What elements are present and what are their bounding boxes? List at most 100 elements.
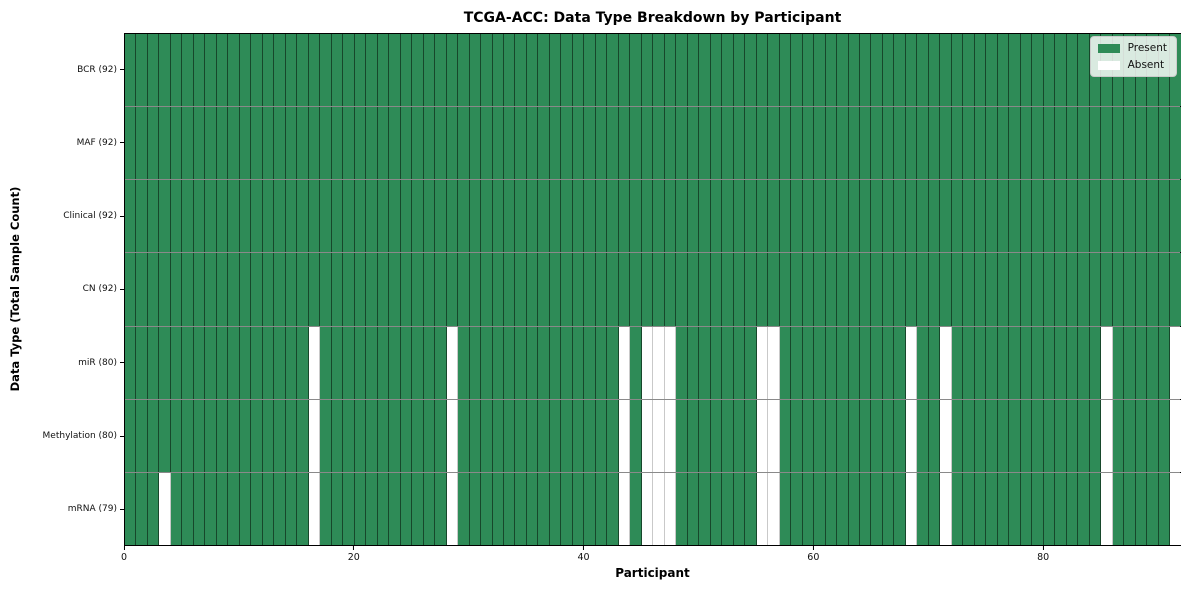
heatmap-cell <box>538 326 550 399</box>
heatmap-cell <box>170 34 183 107</box>
heatmap-cell <box>228 399 240 472</box>
heatmap-cell <box>1043 326 1056 399</box>
heatmap-cell <box>572 180 585 253</box>
heatmap-cell <box>170 180 183 253</box>
heatmap-cell <box>469 472 482 545</box>
heatmap-cell <box>239 34 252 107</box>
heatmap-cell <box>630 107 642 180</box>
heatmap-cell <box>274 107 286 180</box>
heatmap-cell <box>630 180 642 253</box>
heatmap-cell <box>871 472 883 545</box>
legend-entry-present: Present <box>1097 42 1167 54</box>
heatmap-cell <box>354 326 367 399</box>
heatmap-cell <box>997 253 1010 326</box>
heatmap-cell <box>595 326 608 399</box>
heatmap-cell <box>228 34 240 107</box>
heatmap-cell <box>1020 107 1033 180</box>
chart-title: TCGA-ACC: Data Type Breakdown by Partici… <box>463 10 842 26</box>
heatmap-cell <box>182 253 194 326</box>
heatmap-cell <box>1112 180 1125 253</box>
heatmap-cell <box>882 399 895 472</box>
heatmap-cell <box>526 180 539 253</box>
heatmap-cell <box>917 180 929 253</box>
heatmap-cell <box>435 326 447 399</box>
heatmap-cell <box>251 253 263 326</box>
heatmap-cell <box>974 180 987 253</box>
legend-label-present: Present <box>1127 42 1167 54</box>
heatmap-cell <box>469 399 482 472</box>
heatmap-cell <box>1043 180 1056 253</box>
y-tick-mark <box>120 215 124 217</box>
heatmap-cell <box>951 472 964 545</box>
heatmap-cell <box>779 34 792 107</box>
heatmap-cell <box>147 472 160 545</box>
heatmap-cell <box>435 180 447 253</box>
heatmap-cell <box>779 472 792 545</box>
heatmap-cell <box>779 399 792 472</box>
heatmap-cell <box>343 326 355 399</box>
heatmap-cell <box>848 253 860 326</box>
heatmap-cell <box>1009 399 1021 472</box>
heatmap-cell <box>492 107 504 180</box>
heatmap-cell <box>239 326 252 399</box>
heatmap-cell <box>412 472 424 545</box>
heatmap-cell <box>136 34 148 107</box>
heatmap-cell <box>699 180 711 253</box>
heatmap-cell <box>147 399 160 472</box>
heatmap-cell <box>825 180 838 253</box>
heatmap-cell <box>699 399 711 472</box>
x-tick-label: 60 <box>807 552 820 563</box>
heatmap-cell <box>389 472 401 545</box>
heatmap-cell <box>837 253 849 326</box>
heatmap-cell <box>664 107 677 180</box>
heatmap-cell <box>297 472 309 545</box>
heatmap-cell <box>1147 326 1159 399</box>
heatmap-cell <box>1170 107 1181 180</box>
heatmap-cell <box>664 326 677 399</box>
heatmap-cell <box>377 34 390 107</box>
heatmap-cell <box>653 107 665 180</box>
heatmap-cell <box>676 253 688 326</box>
heatmap-cell <box>423 107 436 180</box>
heatmap-cell <box>366 34 378 107</box>
heatmap-cell <box>297 107 309 180</box>
heatmap-cell <box>549 180 562 253</box>
y-tick-mark <box>120 435 124 437</box>
heatmap-cell <box>1066 399 1079 472</box>
heatmap-cell <box>825 34 838 107</box>
heatmap-cell <box>882 107 895 180</box>
y-tick-label: Methylation (80) <box>42 431 117 442</box>
heatmap-cell <box>366 180 378 253</box>
heatmap-cell <box>595 399 608 472</box>
heatmap-cell <box>641 399 654 472</box>
heatmap-cell <box>1112 326 1125 399</box>
legend: Present Absent <box>1089 36 1177 77</box>
heatmap-cell <box>159 180 171 253</box>
heatmap-cell <box>125 472 137 545</box>
heatmap-cell <box>894 399 906 472</box>
heatmap-cell <box>1124 107 1136 180</box>
heatmap-cell <box>125 34 137 107</box>
heatmap-cell <box>641 472 654 545</box>
heatmap-cell <box>860 326 872 399</box>
heatmap-cell <box>814 107 826 180</box>
heatmap-cell <box>423 399 436 472</box>
heatmap-cell <box>1158 399 1171 472</box>
heatmap-cell <box>262 180 275 253</box>
heatmap-cell <box>262 253 275 326</box>
y-tick-label: miR (80) <box>78 357 117 368</box>
heatmap-cell <box>997 107 1010 180</box>
heatmap-cell <box>572 34 585 107</box>
heatmap-cell <box>584 472 596 545</box>
heatmap-cell <box>400 34 413 107</box>
heatmap-cell <box>400 472 413 545</box>
heatmap-cell <box>928 180 941 253</box>
heatmap-cell <box>469 326 482 399</box>
heatmap-cell <box>917 107 929 180</box>
heatmap-cell <box>676 107 688 180</box>
heatmap-cell <box>1032 472 1044 545</box>
heatmap-cell <box>791 253 803 326</box>
heatmap-cell <box>894 253 906 326</box>
heatmap-cell <box>905 399 918 472</box>
heatmap-cell <box>653 180 665 253</box>
